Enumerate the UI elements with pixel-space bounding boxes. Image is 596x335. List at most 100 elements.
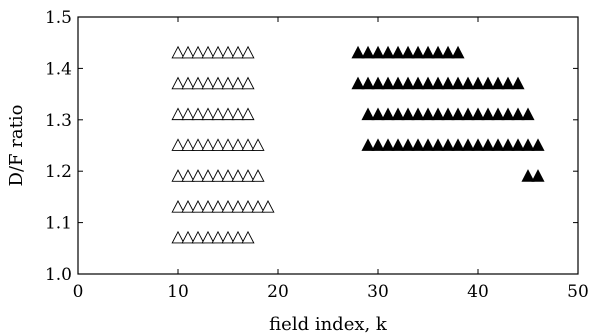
filled-triangle-point: [511, 76, 525, 90]
filled-triangle-point: [401, 107, 415, 121]
filled-triangle-point: [431, 138, 445, 151]
filled-triangle-point: [521, 138, 535, 151]
filled-triangle-point: [521, 169, 535, 182]
open-triangle-point: [191, 169, 205, 182]
open-triangle-point: [211, 169, 225, 182]
y-tick-label: 1.3: [45, 111, 72, 131]
filled-triangle-point: [471, 138, 485, 151]
filled-triangle-point: [471, 107, 485, 121]
filled-triangle-point: [361, 138, 375, 151]
open-triangle-point: [221, 107, 235, 121]
filled-triangle-point: [421, 107, 435, 121]
filled-triangle-point: [501, 76, 515, 90]
y-tick-label: 1.1: [45, 214, 72, 234]
chart-ticks: 0 10 20 30 40 50 1.0 1.1 1.2 1.3 1.4 1.5: [45, 8, 589, 302]
open-triangle-point: [201, 200, 215, 213]
filled-triangle-point: [371, 45, 385, 59]
filled-triangle-point: [491, 138, 505, 151]
filled-triangle-point: [441, 76, 455, 90]
open-triangle-point: [181, 107, 195, 121]
open-triangle-point: [191, 230, 205, 244]
open-triangle-point: [241, 138, 255, 151]
filled-triangle-point: [421, 76, 435, 90]
filled-triangle-point: [361, 45, 375, 59]
open-triangle-point: [211, 76, 225, 90]
open-triangle-point: [211, 138, 225, 151]
open-triangle-point: [201, 76, 215, 90]
filled-triangle-point: [461, 107, 475, 121]
open-triangle-point: [191, 107, 205, 121]
open-triangle-point: [251, 200, 265, 213]
filled-triangle-point: [451, 76, 465, 90]
filled-triangle-point: [391, 45, 405, 59]
open-triangle-point: [221, 76, 235, 90]
filled-triangle-point: [481, 138, 495, 151]
y-axis-label: D/F ratio: [6, 105, 27, 187]
open-triangle-point: [201, 138, 215, 151]
filled-triangle-point: [481, 76, 495, 90]
filled-triangle-point: [531, 138, 545, 151]
x-tick-label: 50: [567, 282, 589, 302]
open-triangle-point: [211, 230, 225, 244]
open-triangle-point: [171, 230, 185, 244]
filled-triangle-point: [431, 45, 445, 59]
open-triangle-point: [171, 169, 185, 182]
open-triangle-point: [191, 200, 205, 213]
open-triangle-point: [241, 230, 255, 244]
open-triangle-point: [261, 200, 275, 213]
filled-triangle-point: [421, 138, 435, 151]
open-triangle-point: [231, 76, 245, 90]
open-triangle-point: [181, 45, 195, 59]
filled-triangle-point: [391, 76, 405, 90]
filled-triangle-point: [501, 138, 515, 151]
filled-triangle-point: [531, 169, 545, 182]
open-triangle-point: [171, 107, 185, 121]
filled-triangle-point: [371, 76, 385, 90]
x-axis-label: field index, k: [269, 314, 388, 335]
open-triangle-point: [241, 76, 255, 90]
x-tick-label: 0: [73, 282, 84, 302]
open-triangle-point: [241, 45, 255, 59]
open-triangle-point: [171, 138, 185, 151]
filled-triangle-point: [421, 45, 435, 59]
filled-triangle-point: [391, 138, 405, 151]
open-triangle-point: [241, 169, 255, 182]
x-tick-label: 10: [167, 282, 189, 302]
x-tick-label: 30: [367, 282, 389, 302]
filled-triangle-point: [411, 45, 425, 59]
filled-triangle-point: [471, 76, 485, 90]
filled-triangle-point: [411, 138, 425, 151]
open-triangle-point: [171, 76, 185, 90]
filled-triangle-point: [491, 76, 505, 90]
open-triangle-point: [211, 200, 225, 213]
filled-triangle-point: [461, 138, 475, 151]
open-triangle-point: [181, 169, 195, 182]
filled-triangle-point: [401, 76, 415, 90]
filled-triangle-point: [431, 107, 445, 121]
open-triangle-point: [231, 45, 245, 59]
filled-triangle-point: [521, 107, 535, 121]
filled-triangle-point: [361, 107, 375, 121]
open-triangle-point: [221, 138, 235, 151]
filled-triangle-point: [371, 107, 385, 121]
filled-triangle-point: [371, 138, 385, 151]
filled-triangle-point: [491, 107, 505, 121]
open-triangle-point: [251, 169, 265, 182]
filled-triangle-point: [381, 45, 395, 59]
filled-triangle-point: [441, 45, 455, 59]
filled-triangle-point: [451, 107, 465, 121]
filled-triangle-point: [391, 107, 405, 121]
filled-triangle-point: [481, 107, 495, 121]
filled-triangle-point: [411, 76, 425, 90]
open-triangle-point: [201, 45, 215, 59]
plot-frame: [77, 16, 579, 275]
open-triangle-point: [181, 138, 195, 151]
filled-triangle-point: [411, 107, 425, 121]
filled-triangle-point: [501, 107, 515, 121]
open-triangle-point: [211, 107, 225, 121]
filled-triangle-point: [441, 107, 455, 121]
y-tick-label: 1.5: [45, 8, 72, 28]
filled-triangle-point: [461, 76, 475, 90]
x-tick-label: 20: [267, 282, 289, 302]
